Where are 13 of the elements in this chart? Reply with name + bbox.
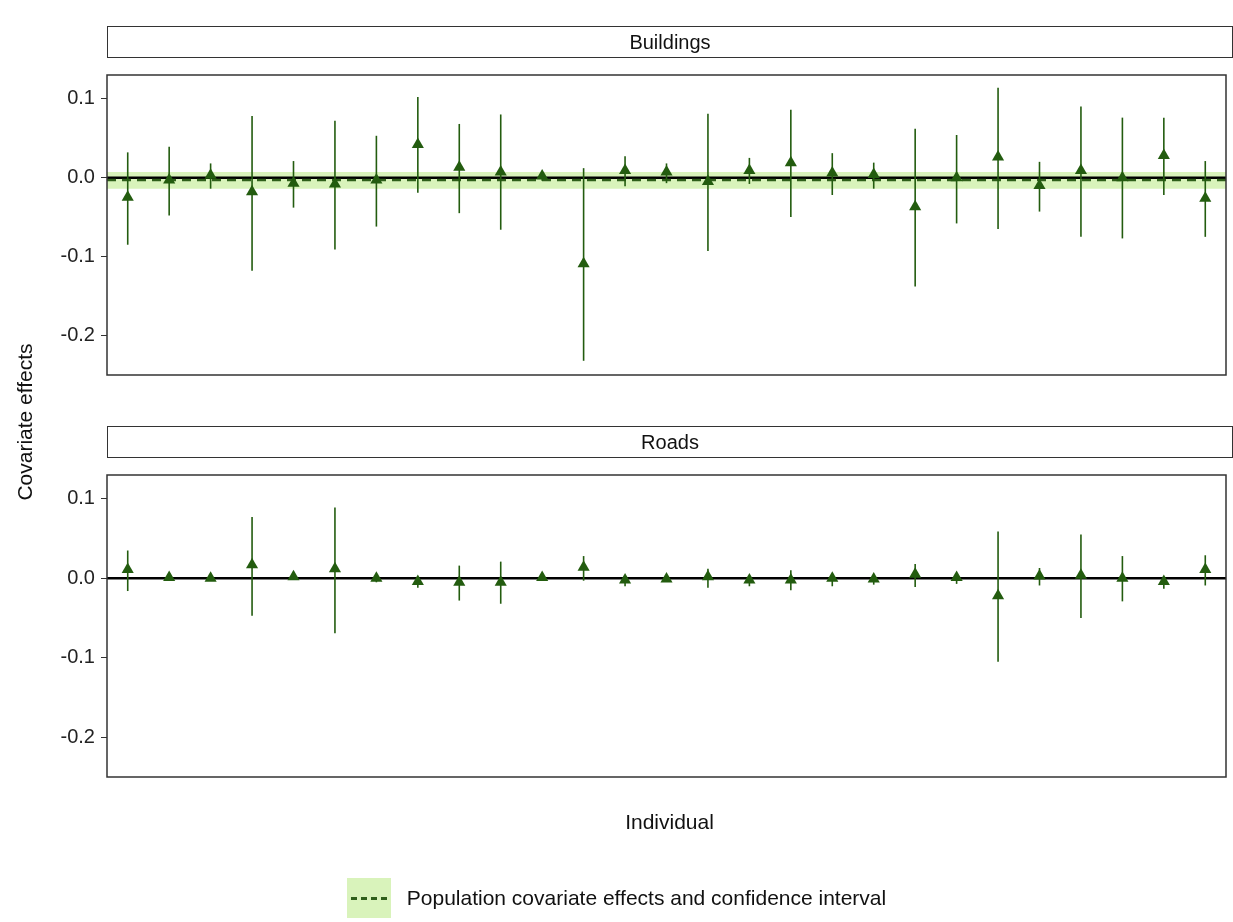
y-tick-label: -0.1	[60, 244, 95, 267]
legend-label: Population covariate effects and confidence interval	[406, 886, 887, 910]
y-tick-label: 0.1	[67, 486, 95, 509]
y-tick-label: 0.0	[67, 565, 95, 588]
y-tick-label: -0.1	[60, 645, 95, 668]
y-axis-title: Covariate effects	[13, 342, 37, 503]
x-axis-title: Individual	[624, 810, 715, 834]
y-tick-label: 0.0	[67, 165, 95, 188]
y-tick-label: 0.1	[67, 86, 95, 109]
y-tick-label: -0.2	[60, 323, 95, 346]
chart-title: Buildings	[107, 26, 1233, 58]
y-tick-label: -0.2	[60, 724, 95, 747]
chart-title: Roads	[107, 426, 1233, 458]
